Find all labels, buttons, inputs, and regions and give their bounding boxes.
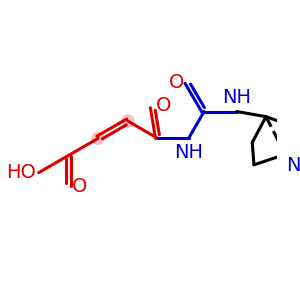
- Circle shape: [92, 132, 104, 144]
- Text: N: N: [286, 156, 300, 175]
- Text: O: O: [72, 177, 87, 196]
- Text: HO: HO: [6, 163, 36, 182]
- Text: NH: NH: [174, 143, 203, 162]
- Text: O: O: [169, 73, 184, 92]
- Text: NH: NH: [222, 88, 251, 106]
- Text: O: O: [156, 97, 171, 116]
- Circle shape: [122, 115, 134, 127]
